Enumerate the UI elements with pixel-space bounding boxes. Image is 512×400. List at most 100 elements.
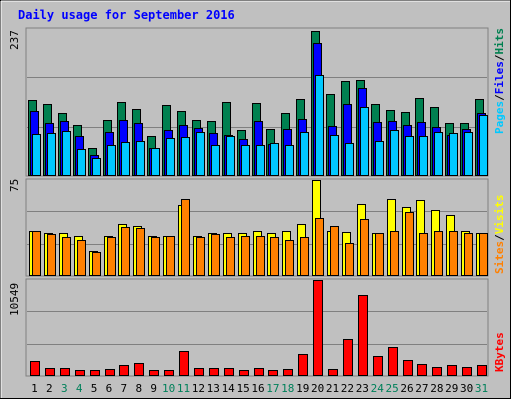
sites-bar-day-6: [107, 237, 116, 276]
bars-kbytes: [30, 280, 487, 376]
legend-text: Pages/Files/Hits: [493, 28, 506, 134]
x-tick-label-day-2: 2: [46, 382, 53, 395]
sites-bar-day-30: [464, 233, 473, 276]
x-tick-label-day-29: 29: [445, 382, 458, 395]
bars-sites-visits: [29, 180, 488, 276]
x-tick-label-day-26: 26: [400, 382, 413, 395]
sites-bar-day-17: [270, 237, 279, 276]
pages-bar-day-26: [405, 136, 414, 176]
legend-item-files: Files: [493, 61, 506, 94]
x-tick-label-day-1: 1: [31, 382, 38, 395]
pages-bar-day-18: [285, 145, 294, 176]
x-tick-label-day-3: 3: [61, 382, 68, 395]
x-tick-label-day-28: 28: [430, 382, 443, 395]
legend-item-pages: Pages: [493, 101, 506, 134]
x-tick-label-day-31: 31: [475, 382, 488, 395]
x-tick-label-day-18: 18: [281, 382, 294, 395]
kbytes-bar-day-31: [477, 365, 487, 376]
kbytes-bar-day-20: [313, 280, 323, 376]
y-max-label-top: 237: [8, 30, 21, 50]
pages-bar-day-1: [32, 134, 41, 176]
sites-bar-day-23: [360, 219, 369, 276]
pages-bar-day-15: [241, 145, 250, 176]
pages-bar-day-8: [136, 141, 145, 176]
kbytes-bar-day-6: [105, 369, 115, 376]
sites-bar-day-25: [390, 231, 399, 276]
pages-bar-day-27: [419, 136, 428, 176]
legend-text: Sites/Visits: [493, 195, 506, 275]
legend-pages-files-hits: Pages/Files/Hits: [493, 28, 506, 134]
pages-bar-day-31: [479, 115, 488, 176]
kbytes-bar-day-17: [268, 370, 278, 376]
pages-bar-day-25: [390, 130, 399, 176]
x-axis-day-labels: 1 2 3 4 5 6 7 8 9 10 11 12 13 14 15 16 17 18 19 20 21 22 23 24 2…: [31, 382, 488, 395]
kbytes-bar-day-27: [417, 364, 427, 376]
x-tick-label-day-4: 4: [76, 382, 83, 395]
kbytes-bar-day-24: [373, 356, 383, 376]
sites-bar-day-26: [405, 212, 414, 276]
x-tick-label-day-13: 13: [207, 382, 220, 395]
sites-bar-day-8: [136, 228, 145, 276]
x-tick-label-day-23: 23: [356, 382, 369, 395]
chart-title: Daily usage for September 2016: [18, 8, 235, 22]
kbytes-bar-day-2: [45, 368, 55, 376]
pages-bar-day-19: [300, 132, 309, 176]
kbytes-bar-day-10: [164, 370, 174, 376]
sites-bar-day-18: [285, 240, 294, 276]
sites-bar-day-31: [479, 233, 488, 276]
sites-bar-day-9: [151, 237, 160, 276]
kbytes-bar-day-13: [209, 368, 219, 376]
x-tick-label-day-14: 14: [222, 382, 236, 395]
x-tick-label-day-10: 10: [162, 382, 175, 395]
kbytes-bar-day-16: [254, 368, 264, 376]
sites-bar-day-27: [419, 233, 428, 276]
legend-sites-visits: Sites/Visits: [493, 195, 506, 275]
sites-bar-day-14: [226, 237, 235, 276]
legend-kbytes: KBytes: [493, 332, 506, 372]
kbytes-bar-day-1: [30, 361, 40, 376]
sites-bar-day-21: [330, 226, 339, 276]
bars-pages-files-hits: [28, 31, 488, 176]
pages-bar-day-23: [360, 107, 369, 176]
kbytes-bar-day-15: [239, 370, 249, 376]
x-tick-label-day-22: 22: [341, 382, 354, 395]
kbytes-bar-day-9: [149, 370, 159, 376]
kbytes-bar-day-4: [75, 370, 85, 376]
legend-item-kbytes: KBytes: [493, 332, 506, 372]
x-tick-label-day-15: 15: [236, 382, 249, 395]
x-tick-label-day-27: 27: [415, 382, 428, 395]
x-tick-label-day-30: 30: [460, 382, 473, 395]
pages-bar-day-22: [345, 143, 354, 176]
x-tick-label-day-5: 5: [91, 382, 98, 395]
sites-bar-day-3: [62, 237, 71, 276]
x-tick-label-day-16: 16: [251, 382, 264, 395]
kbytes-bar-day-23: [358, 295, 368, 376]
pages-bar-day-29: [449, 133, 458, 176]
kbytes-bar-day-8: [134, 363, 144, 376]
kbytes-bar-day-25: [388, 347, 398, 376]
x-tick-label-day-12: 12: [192, 382, 205, 395]
sites-bar-day-19: [300, 237, 309, 276]
pages-bar-day-20: [315, 75, 324, 176]
sites-bar-day-12: [196, 237, 205, 276]
legend-separator: /: [493, 54, 506, 61]
kbytes-bar-day-3: [60, 368, 70, 376]
pages-bar-day-21: [330, 135, 339, 176]
sites-bar-day-11: [181, 199, 190, 276]
pages-bar-day-13: [211, 145, 220, 176]
y-max-label-bot: 10549: [8, 283, 21, 316]
pages-bar-day-6: [107, 145, 116, 176]
pages-bar-day-16: [256, 145, 265, 176]
x-tick-label-day-7: 7: [121, 382, 128, 395]
sites-bar-day-5: [92, 252, 101, 276]
pages-bar-day-12: [196, 132, 205, 176]
x-tick-label-day-24: 24: [371, 382, 385, 395]
x-tick-label-day-8: 8: [135, 382, 142, 395]
legend-item-hits: Hits: [493, 28, 506, 55]
sites-bar-day-13: [211, 234, 220, 276]
legend-separator: /: [493, 234, 506, 241]
kbytes-bar-day-12: [194, 368, 204, 376]
y-max-label-mid: 75: [8, 179, 21, 192]
kbytes-bar-day-28: [432, 367, 442, 376]
legend-item-visits: Visits: [493, 195, 506, 235]
